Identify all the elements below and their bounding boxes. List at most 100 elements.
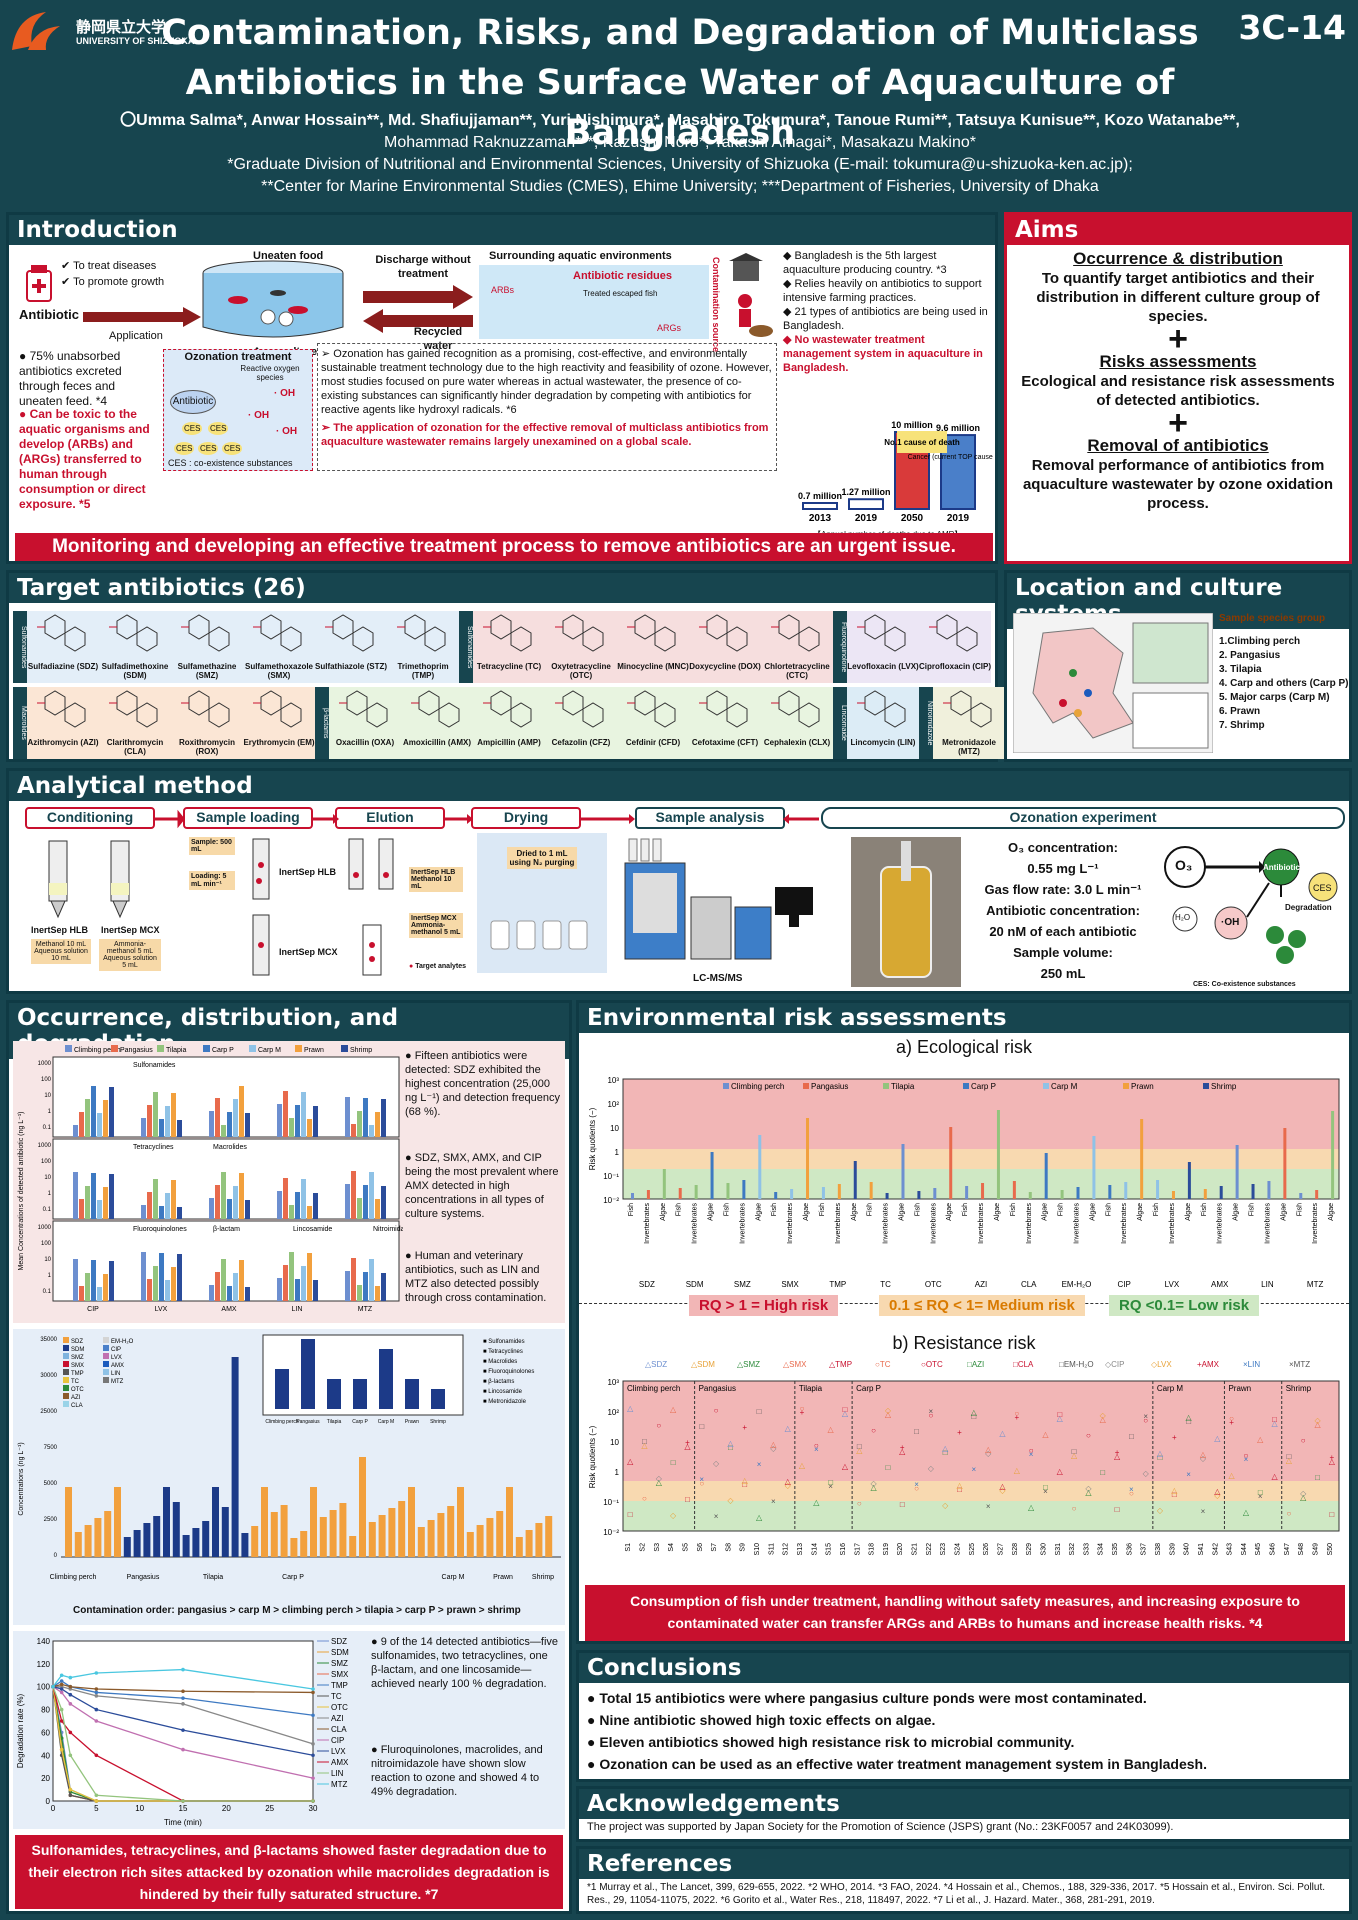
sample-bar	[114, 1487, 121, 1557]
ack-text: The project was supported by Japan Socie…	[587, 1821, 1174, 1833]
deg-point	[94, 1793, 99, 1798]
eco-sub-label: Algae	[803, 1203, 810, 1221]
res-point: △	[684, 1442, 691, 1451]
res-point: ◇	[670, 1511, 677, 1520]
bd-fact-1: ◆ Bangladesh is the 5th largest aquacult…	[783, 250, 947, 276]
eco-group-label: SMX	[781, 1280, 799, 1289]
legend-label: Pangasius	[120, 1047, 153, 1054]
sample-bar	[192, 1528, 200, 1557]
res-point: □	[885, 1463, 890, 1472]
eco-legend-swatch	[1123, 1083, 1129, 1089]
sample-label: S8	[725, 1543, 732, 1552]
eco-risk-bar	[1060, 1190, 1064, 1199]
res-point: △	[656, 1478, 663, 1487]
eco-sub-label: Invertebrates	[1217, 1203, 1224, 1244]
sample-bar	[329, 1510, 337, 1557]
res-group-label: Pangasius	[699, 1384, 736, 1393]
eco-group-label: MTZ	[1307, 1280, 1324, 1289]
sample-bar	[310, 1487, 317, 1557]
res-point: △	[1314, 1420, 1321, 1429]
deg-legend-label: SDM	[331, 1648, 349, 1657]
group-label: Macrolides	[213, 1144, 247, 1151]
res-point: △	[1157, 1449, 1164, 1458]
eco-risk-bar	[726, 1183, 730, 1199]
res-point: □	[671, 1458, 676, 1467]
antibiotic-structure: Levofloxacin (LVX)	[847, 611, 919, 683]
elute-hlb: InertSep HLB Methanol 10 mL	[409, 867, 463, 892]
antibiotic-name: Sulfamethoxazole (SMX)	[244, 662, 313, 680]
deg-legend-label: TMP	[331, 1681, 348, 1690]
eco-sub-label: Fish	[676, 1203, 683, 1216]
res-point: □	[1258, 1488, 1263, 1497]
legend-swatch	[157, 1045, 164, 1052]
inset-bar	[405, 1379, 419, 1409]
concentration-bar	[301, 1266, 306, 1301]
eco-sub-label: Invertebrates	[1074, 1203, 1081, 1244]
deg-y-tick: 100	[37, 1683, 51, 1692]
eco-risk-bar	[1331, 1111, 1335, 1199]
concentration-bar	[381, 1273, 386, 1301]
ces-note: CES : co-existence substances	[168, 458, 293, 468]
ros-label: Reactive oxygen species	[240, 364, 300, 382]
res-point: △	[727, 1439, 734, 1448]
res-point: □	[1115, 1505, 1120, 1514]
res-point: △	[813, 1498, 820, 1507]
molecule-structure-icon	[253, 690, 302, 728]
res-point: △	[1214, 1487, 1221, 1496]
concentration-bar	[171, 1180, 176, 1219]
eco-legend-label: Climbing perch	[731, 1082, 784, 1091]
antibiotic-row-1: Sulfonamides Sulfadiazine (SDZ) Sulfadimet…	[13, 611, 993, 683]
concentration-bar	[277, 1191, 282, 1219]
concentration-bar	[215, 1272, 220, 1301]
deg-legend-label: OTC	[331, 1703, 348, 1712]
res-point: □	[1272, 1415, 1277, 1424]
res-medium-band	[623, 1481, 1339, 1501]
analytical-method-title: Analytical method	[9, 771, 1349, 801]
eco-risk-bar	[662, 1169, 666, 1199]
hlb-label: InertSep HLB	[31, 925, 89, 935]
res-point: △	[1057, 1467, 1064, 1476]
res-point: □	[1072, 1447, 1077, 1456]
eco-risk-bar	[1267, 1181, 1271, 1199]
y-tick-label: 1000	[38, 1143, 52, 1149]
volume-value: 250 mL	[1040, 966, 1086, 981]
concentration-bar	[165, 1106, 170, 1137]
deg-legend-label: SMX	[331, 1670, 349, 1679]
eco-risk-bar	[1108, 1185, 1112, 1199]
death-year-label: 2019	[947, 513, 970, 524]
concentration-bar	[147, 1105, 152, 1137]
death-year-label: 2013	[809, 513, 832, 524]
sample-bar	[261, 1487, 268, 1557]
eco-sub-label: Algae	[946, 1203, 953, 1221]
res-point: ×	[1129, 1485, 1134, 1494]
antibiotic-name: Cefotaxime (CFT)	[691, 738, 759, 747]
concentration-bar	[227, 1112, 232, 1137]
deg-point	[311, 1742, 315, 1746]
concentration-bar	[153, 1266, 158, 1301]
legend-swatch	[341, 1045, 348, 1052]
aims-panel: Aims Occurrence & distribution To quanti…	[1004, 212, 1352, 564]
concentration-bar	[209, 1198, 214, 1219]
species-group-item: 4. Carp and others (Carp P)	[1219, 678, 1349, 689]
rq-medium-label: 0.1 ≤ RQ < 1= Medium risk	[879, 1295, 1085, 1316]
deg-point	[311, 1799, 315, 1803]
deg-x-tick: 0	[51, 1804, 56, 1813]
load-sample: Sample: 500 mL	[189, 837, 235, 855]
stack-legend-swatch	[63, 1369, 69, 1375]
conclusions-list: ● Total 15 antibiotics were where pangas…	[579, 1683, 1349, 1779]
deg-y-tick: 20	[41, 1774, 50, 1783]
res-point: △	[842, 1462, 849, 1471]
death-bar	[802, 502, 838, 510]
step-drying: Drying	[471, 807, 581, 829]
res-point: ◇	[1143, 1469, 1150, 1478]
legend-swatch	[203, 1045, 210, 1052]
death-year-label: 2050	[901, 513, 924, 524]
antibiotic-name: Chlortetracycline (CTC)	[764, 662, 830, 680]
concentration-bar	[283, 1091, 288, 1137]
molecule-structure-icon	[325, 614, 374, 652]
y-tick-label: 10	[44, 1175, 51, 1181]
class-legend-label: ■ Fluoroquinolones	[483, 1369, 534, 1375]
res-point: ◇	[1100, 1411, 1107, 1420]
concentration-bar	[307, 1253, 312, 1301]
group-label: Lincosamide	[293, 1226, 332, 1233]
